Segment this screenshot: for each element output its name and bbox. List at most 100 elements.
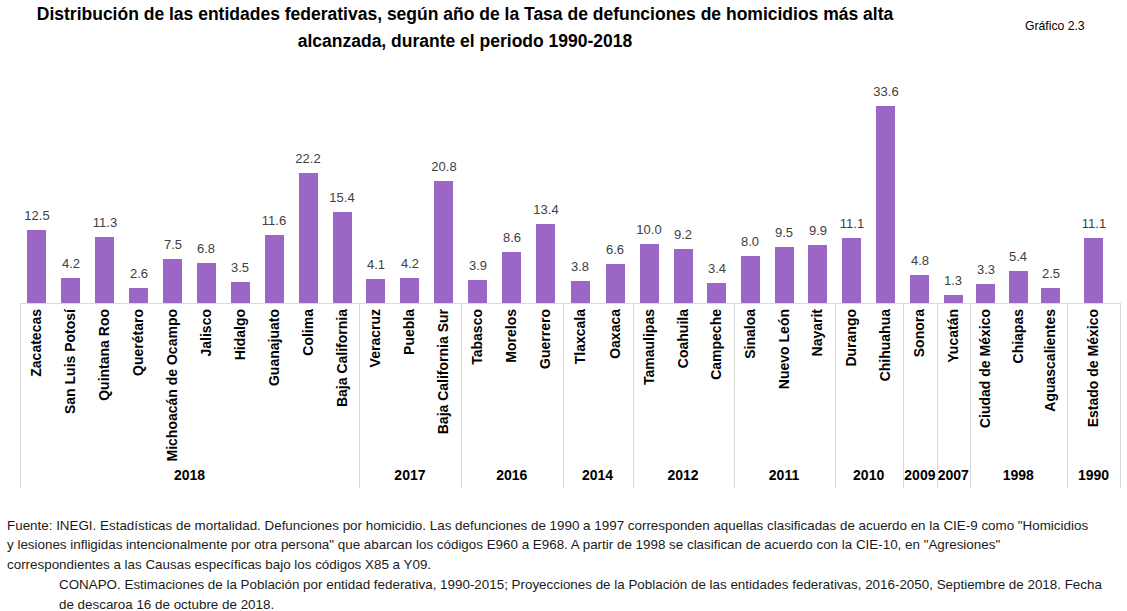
bar-value-label: 3.5	[218, 260, 262, 275]
bar-value-label: 20.8	[422, 159, 466, 174]
bar-tabasco	[468, 280, 487, 303]
x-axis-year-label: 2014	[563, 468, 633, 483]
x-axis-state-label: Durango	[843, 309, 860, 485]
bar-quer-taro	[129, 288, 148, 303]
x-axis-state-label-text: Campeche	[708, 309, 725, 485]
bar-san-luis-potos-	[61, 278, 80, 303]
x-axis-state-label-text: Sonora	[911, 309, 928, 485]
x-axis-state-label: Nayarit	[809, 309, 826, 485]
bar-value-label: 4.2	[49, 256, 93, 271]
x-axis-state-label-text: Morelos	[503, 309, 520, 485]
x-axis-state-label-text: Oaxaca	[607, 309, 624, 485]
axis-separator	[903, 303, 904, 488]
x-axis-state-label: Estado de México	[1085, 309, 1102, 485]
bar-chihuahua	[876, 106, 895, 303]
x-axis-state-label: Chiapas	[1010, 309, 1027, 485]
axis-separator	[461, 303, 462, 488]
x-axis-state-label: Querétaro	[130, 309, 147, 485]
x-axis-state-label-text: Querétaro	[130, 309, 147, 485]
bar-guerrero	[536, 224, 555, 303]
x-axis-state-label-text: Tabasco	[469, 309, 486, 485]
bar-value-label: 3.3	[964, 262, 1008, 277]
bar-value-label: 33.6	[864, 84, 908, 99]
x-axis-state-label: San Luis Potosí	[62, 309, 79, 485]
x-axis-year-label: 1990	[1067, 468, 1120, 483]
bar-nayarit	[808, 245, 827, 303]
bar-durango	[842, 238, 861, 303]
axis-separator	[20, 303, 21, 488]
x-axis-state-label-text: San Luis Potosí	[62, 309, 79, 485]
x-axis-state-label-text: Puebla	[401, 309, 418, 485]
bar-tamaulipas	[640, 244, 659, 303]
x-axis-state-label: Sinaloa	[742, 309, 759, 485]
bar-guanajuato	[265, 235, 284, 303]
x-axis-state-label-text: Tlaxcala	[572, 309, 589, 485]
bar-nuevo-le-n	[775, 247, 794, 303]
x-axis-year-label: 2007	[937, 468, 970, 483]
x-axis-state-label: Ciudad de México	[977, 309, 994, 485]
x-axis-year-label: 2017	[359, 468, 461, 483]
x-axis-state-label-text: Tamaulipas	[641, 309, 658, 485]
x-axis-state-label-text: Durango	[843, 309, 860, 485]
x-axis-state-label: Yucatán	[945, 309, 962, 485]
x-axis-state-label: Jalisco	[198, 309, 215, 485]
x-axis-year-label: 2011	[734, 468, 835, 483]
x-axis-year-label: 1998	[970, 468, 1068, 483]
bar-value-label: 6.6	[593, 242, 637, 257]
bar-zacatecas	[27, 230, 46, 303]
bar-yucat-n	[944, 295, 963, 303]
x-axis-state-label: Nuevo León	[776, 309, 793, 485]
x-axis-state-label: Veracruz	[367, 309, 384, 485]
source-footnote: Fuente: INEGI. Estadísticas de mortalida…	[7, 516, 1127, 611]
x-axis-state-label-text: Yucatán	[945, 309, 962, 485]
x-axis-year-label: 2016	[461, 468, 563, 483]
x-axis-state-label-text: Nuevo León	[776, 309, 793, 485]
x-axis-state-label-text: Veracruz	[367, 309, 384, 485]
x-axis-state-label: Michoacán de Ocampo	[164, 309, 181, 485]
footnote-line: de descaroa 16 de octubre de 2018.	[59, 595, 1127, 611]
x-axis-state-label: Campeche	[708, 309, 725, 485]
bar-value-label: 11.1	[1072, 216, 1116, 231]
axis-separator	[633, 303, 634, 488]
bar-morelos	[502, 252, 521, 303]
bar-campeche	[707, 283, 726, 303]
x-axis-state-label: Colima	[300, 309, 317, 485]
x-axis-state-label-text: Coahuila	[675, 309, 692, 485]
bar-chiapas	[1009, 271, 1028, 303]
bar-sinaloa	[741, 256, 760, 303]
bar-value-label: 5.4	[996, 249, 1040, 264]
x-axis-state-label: Baja California	[334, 309, 351, 485]
bar-value-label: 6.8	[184, 241, 228, 256]
bar-michoac-n-de-ocampo	[163, 259, 182, 303]
x-axis-state-label: Hidalgo	[232, 309, 249, 485]
bar-value-label: 11.6	[252, 213, 296, 228]
x-axis-line	[20, 303, 1120, 304]
bar-colima	[299, 173, 318, 303]
bar-value-label: 11.3	[83, 215, 127, 230]
footnote-line: CONAPO. Estimaciones de la Población por…	[59, 575, 1127, 595]
x-axis-state-label: Tabasco	[469, 309, 486, 485]
x-axis-state-label-text: Guanajuato	[266, 309, 283, 485]
bar-estado-de-m-xico	[1084, 238, 1103, 303]
bar-sonora	[910, 275, 929, 303]
bar-value-label: 2.5	[1029, 266, 1073, 281]
chart-page: Distribución de las entidades federativa…	[0, 0, 1127, 611]
x-axis-state-label-text: Baja California Sur	[435, 309, 452, 485]
bar-quintana-roo	[95, 237, 114, 303]
x-axis-state-label-text: Sinaloa	[742, 309, 759, 485]
x-axis-state-label-text: Jalisco	[198, 309, 215, 485]
bar-value-label: 3.4	[695, 261, 739, 276]
axis-separator	[563, 303, 564, 488]
x-axis-state-label-text: Guerrero	[537, 309, 554, 485]
x-axis-state-label: Coahuila	[675, 309, 692, 485]
x-axis-state-label: Oaxaca	[607, 309, 624, 485]
bar-puebla	[400, 278, 419, 303]
x-axis-state-label-text: Aguascalientes	[1042, 309, 1059, 485]
footnote-line: Fuente: INEGI. Estadísticas de mortalida…	[7, 516, 1127, 536]
x-axis-state-label-text: Ciudad de México	[977, 309, 994, 485]
bar-value-label: 9.2	[661, 227, 705, 242]
x-axis-state-label-text: Nayarit	[809, 309, 826, 485]
footnote-line: correspondientes a las Causas específica…	[7, 555, 1127, 575]
bar-value-label: 15.4	[320, 190, 364, 205]
bar-coahuila	[674, 249, 693, 303]
